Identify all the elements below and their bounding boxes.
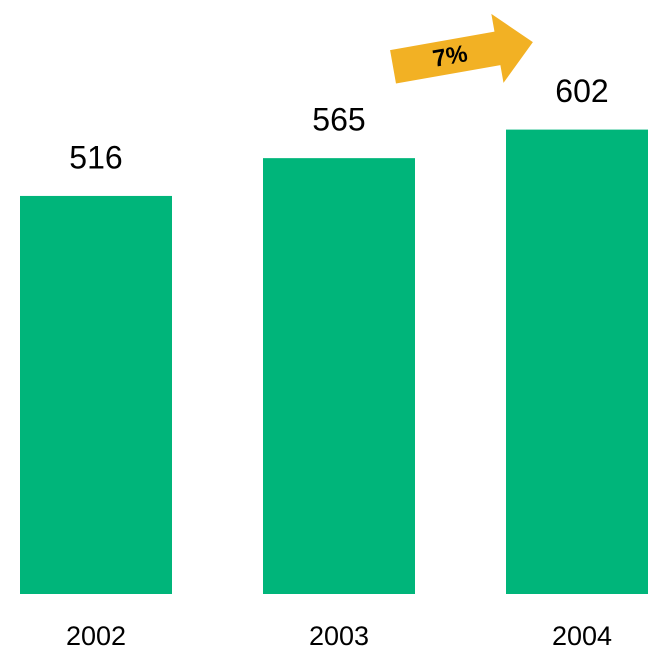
bar [263,158,415,594]
annotation-label: 7% [431,40,470,73]
value-label: 565 [312,102,365,138]
bar [506,129,648,594]
value-label: 602 [555,73,608,109]
x-tick-label: 2004 [552,621,612,651]
bar [20,195,172,594]
annotation-arrow-group: 7% [390,13,533,84]
x-tick-label: 2002 [66,621,126,651]
value-label: 516 [69,139,122,175]
annotation-arrow [390,13,533,84]
x-tick-label: 2003 [309,621,369,651]
